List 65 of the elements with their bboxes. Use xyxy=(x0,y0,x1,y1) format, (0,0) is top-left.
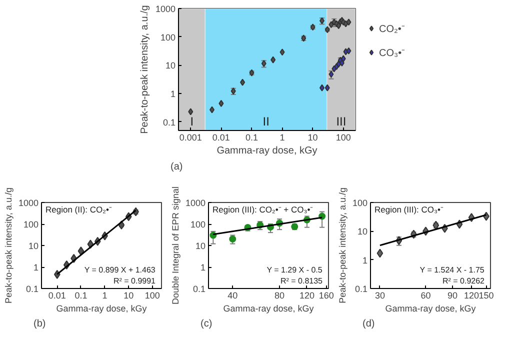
text: (c) xyxy=(200,318,212,330)
x-tick-label: 100 xyxy=(144,290,160,300)
x-tick-label: 160 xyxy=(318,290,334,300)
annotation: Y = 1.29 X - 0.5 xyxy=(266,266,323,274)
annotation: R² = 0.9991 xyxy=(113,276,156,286)
x-tick-label: 120 xyxy=(299,290,314,300)
x-tick-label: 100 xyxy=(336,132,351,142)
y-tick-label: 10 xyxy=(195,241,206,251)
x-tick-label: 30 xyxy=(374,290,385,300)
y-tick-label: 1 xyxy=(200,262,206,272)
y-tick-label: 0.1 xyxy=(26,284,39,294)
x-tick-label: 80 xyxy=(274,290,285,300)
text: (b) xyxy=(34,318,46,330)
y-tick-label: 0.1 xyxy=(354,284,368,294)
legend-label: CO₃•⁻ xyxy=(379,47,405,59)
annotation: Y = 0.899 X + 1.463 xyxy=(84,266,156,274)
y-tick-label: 1000 xyxy=(185,198,206,208)
annotation: Region (III): CO₂•⁻ + CO₃•⁻ xyxy=(212,204,314,214)
band-label: II xyxy=(262,114,270,128)
y-tick-label: 10 xyxy=(357,226,368,237)
y-tick-label: 1 xyxy=(362,255,368,266)
text: (a) xyxy=(170,162,183,172)
y-axis-title: Double Integral of EPR signal xyxy=(170,186,180,305)
text: (d) xyxy=(362,318,375,330)
x-tick-label: 120 xyxy=(464,290,480,300)
x-tick-label: 0.01 xyxy=(48,290,66,300)
y-tick-label: 0.1 xyxy=(192,284,206,294)
y-tick-label: 100 xyxy=(23,220,39,230)
y-tick-label: 1 xyxy=(170,89,176,100)
y-tick-label: 1000 xyxy=(155,4,176,14)
x-axis-title: Gamma-ray dose, kGy xyxy=(385,304,476,314)
x-tick-label: 150 xyxy=(478,290,494,300)
x-tick-label: 40 xyxy=(228,290,238,300)
x-tick-label: 1 xyxy=(102,290,108,300)
x-tick-label: 0.1 xyxy=(74,290,88,300)
annotation: Region (II): CO₂•⁻ xyxy=(46,204,112,214)
x-tick-label: 1 xyxy=(280,132,285,142)
x-tick-label: 90 xyxy=(447,290,458,300)
x-tick-label: 10 xyxy=(124,290,134,300)
y-tick-label: 10 xyxy=(28,241,39,251)
y-tick-label: 100 xyxy=(190,220,206,230)
y-tick-label: 0.1 xyxy=(162,117,176,128)
annotation: R² = 0.9262 xyxy=(442,276,486,286)
y-tick-label: 10 xyxy=(165,60,176,71)
x-tick-label: 0.1 xyxy=(245,132,258,142)
y-tick-label: 100 xyxy=(160,32,176,42)
annotation: Y = 1.524 X - 1.75 xyxy=(420,266,485,274)
y-tick-label: 1 xyxy=(33,262,39,272)
legend-label: CO₂•⁻ xyxy=(379,23,404,35)
y-tick-label: 100 xyxy=(352,198,368,208)
x-tick-label: 0.001 xyxy=(179,132,202,142)
x-axis-title: Gamma-ray dose, kGy xyxy=(56,304,148,314)
band-label: III xyxy=(336,114,346,128)
band-label: I xyxy=(190,114,194,128)
x-axis-title: Gamma-ray dose, kGy xyxy=(216,146,318,156)
y-axis-title: Peak-to-peak intensity, a.u./g xyxy=(139,5,150,134)
annotation: R² = 0.8135 xyxy=(280,276,324,286)
x-tick-label: 0.01 xyxy=(212,132,230,142)
x-axis-title: Gamma-ray dose, kGy xyxy=(223,304,314,314)
y-tick-label: 1000 xyxy=(18,198,39,208)
y-axis-title: Peak-to-peak intensity, a.u./g xyxy=(3,188,14,304)
x-tick-label: 60 xyxy=(420,290,431,300)
x-tick-label: 10 xyxy=(308,132,318,142)
y-axis-title: Peak-to-peak intensity, a.u./g xyxy=(337,188,348,304)
annotation: Region (III): CO₃•⁻ xyxy=(374,204,444,214)
